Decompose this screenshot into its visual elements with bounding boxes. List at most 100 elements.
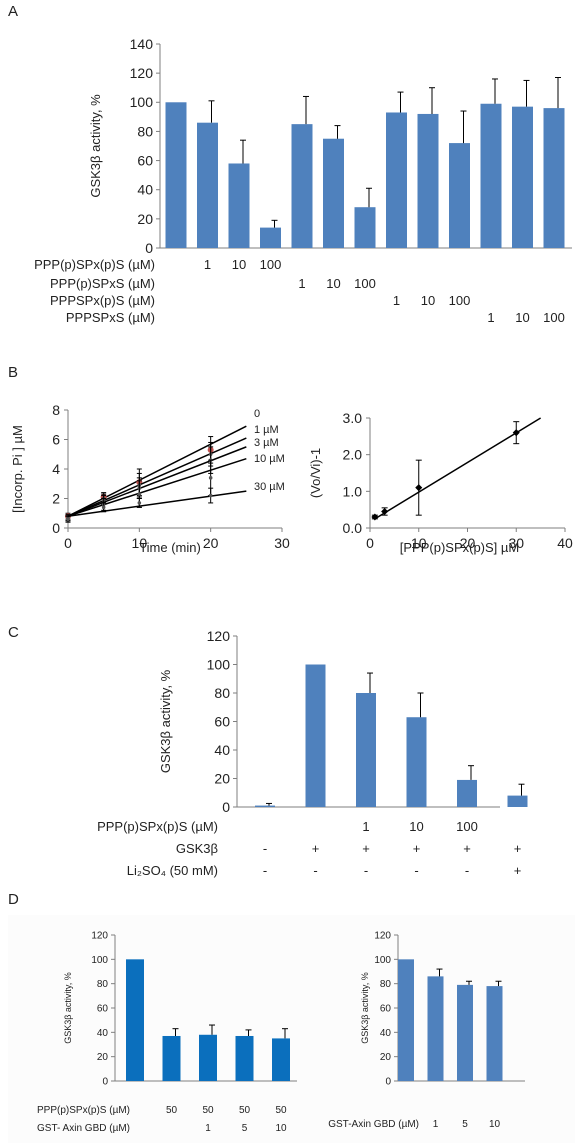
bar	[199, 1034, 217, 1081]
condition-value: 5	[242, 1123, 248, 1134]
y-tick-label: 40	[214, 742, 230, 758]
y-tick-label: 60	[380, 1004, 392, 1015]
condition-value: 50	[202, 1105, 214, 1116]
condition-value: 10	[421, 293, 435, 308]
y-tick-label: 80	[380, 979, 392, 990]
chart-b-timecourse: 0 2 4 6 8 0 10 20 30 Time (min) [Incorp. Pi ] µM 0 1…	[10, 402, 290, 555]
data-point	[101, 505, 106, 510]
bar	[255, 805, 275, 807]
bar	[162, 1035, 181, 1081]
bar	[235, 1035, 254, 1081]
condition-value: -	[465, 863, 469, 878]
x-tick-label: 40	[557, 535, 573, 551]
y-tick-label: 4	[52, 461, 60, 477]
condition-value: +	[413, 841, 421, 856]
panel-d-background	[8, 915, 575, 1143]
y-tick-label: 80	[97, 979, 109, 990]
condition-row-label: GST-Axin GBD (µM)	[328, 1119, 419, 1130]
x-axis-title: [PPP(p)SPx(p)S] µM	[400, 540, 519, 555]
fit-line	[374, 417, 542, 520]
condition-value: -	[414, 863, 418, 878]
y-tick-label: 6	[52, 432, 60, 448]
x-tick-label: 30	[508, 535, 524, 551]
condition-value: 50	[239, 1105, 251, 1116]
y-tick-label: 100	[130, 94, 154, 110]
y-axis-title: (Vo/Vi)-1	[308, 448, 323, 498]
bar	[305, 664, 326, 807]
y-tick-label: 60	[137, 152, 153, 168]
condition-value: 1	[204, 257, 211, 272]
y-tick-label: 120	[374, 931, 391, 942]
condition-value: 100	[543, 310, 565, 325]
bar	[543, 108, 565, 248]
condition-row-label: PPP(p)SPx(p)S (µM)	[37, 1105, 130, 1116]
condition-value: 1	[362, 819, 369, 834]
condition-row-label: PPP(p)SPx(p)S (µM)	[34, 257, 155, 272]
condition-row-label: PPPSPx(p)S (µM)	[50, 293, 155, 308]
y-tick-label: 100	[374, 955, 391, 966]
y-tick-label: 0	[52, 520, 60, 536]
y-tick-label: 100	[91, 955, 108, 966]
bar	[480, 103, 502, 248]
condition-value: 100	[449, 293, 471, 308]
condition-value: 1	[433, 1119, 439, 1130]
bar	[507, 795, 528, 807]
condition-value: +	[463, 841, 471, 856]
condition-value: 10	[409, 819, 423, 834]
panel-label-c: C	[8, 624, 19, 641]
series-label: 3 µM	[254, 437, 279, 449]
y-tick-label: 80	[137, 123, 153, 139]
fit-line	[67, 425, 247, 517]
x-tick-label: 20	[203, 535, 219, 551]
data-point	[137, 492, 142, 496]
condition-row-label: Li₂SO₄ (50 mM)	[127, 863, 218, 878]
y-tick-label: 8	[52, 402, 60, 418]
bar	[291, 124, 313, 248]
y-tick-label: 1.0	[343, 483, 363, 499]
condition-value: -	[364, 863, 368, 878]
condition-value: 1	[205, 1123, 211, 1134]
y-tick-label: 0	[222, 799, 230, 815]
y-tick-label: 120	[91, 931, 108, 942]
y-tick-label: 40	[137, 182, 153, 198]
panel-label-b: B	[8, 364, 18, 381]
condition-value: 5	[462, 1119, 468, 1130]
bar	[406, 717, 427, 807]
x-tick-label: 10	[411, 535, 427, 551]
condition-row-label: PPP(p)SPx(p)S (µM)	[97, 819, 218, 834]
bar	[323, 138, 344, 248]
y-tick-label: 2.0	[343, 447, 363, 463]
condition-value: 100	[456, 819, 478, 834]
condition-value: 10	[232, 257, 246, 272]
y-tick-label: 20	[380, 1052, 392, 1063]
condition-value: +	[514, 863, 522, 878]
y-tick-label: 2	[52, 491, 60, 507]
data-point	[137, 501, 142, 505]
fit-line	[67, 490, 247, 517]
bar	[354, 207, 376, 248]
series-label: 30 µM	[254, 481, 285, 493]
y-tick-label: 140	[130, 36, 154, 52]
bar	[457, 779, 477, 807]
y-tick-label: 40	[97, 1028, 109, 1039]
condition-value: 10	[275, 1123, 287, 1134]
y-axis-title: GSK3β activity, %	[360, 972, 370, 1044]
bar	[260, 227, 281, 248]
chart-d-left: 0 20 40 60 80 100 120 GSK3β activity, % PPP(p)SP…	[37, 931, 297, 1134]
bar	[126, 959, 144, 1081]
condition-value: +	[362, 841, 370, 856]
bar	[165, 102, 187, 249]
bar	[427, 976, 444, 1081]
y-tick-label: 0	[385, 1077, 391, 1088]
condition-value: 100	[260, 257, 282, 272]
condition-value: 50	[166, 1105, 178, 1116]
series-label: 0	[254, 408, 260, 420]
condition-value: -	[263, 841, 267, 856]
condition-value: 1	[487, 310, 494, 325]
y-tick-label: 0.0	[343, 520, 363, 536]
x-tick-label: 30	[274, 535, 290, 551]
condition-value: 1	[393, 293, 400, 308]
y-tick-label: 20	[137, 211, 153, 227]
condition-value: +	[312, 841, 320, 856]
